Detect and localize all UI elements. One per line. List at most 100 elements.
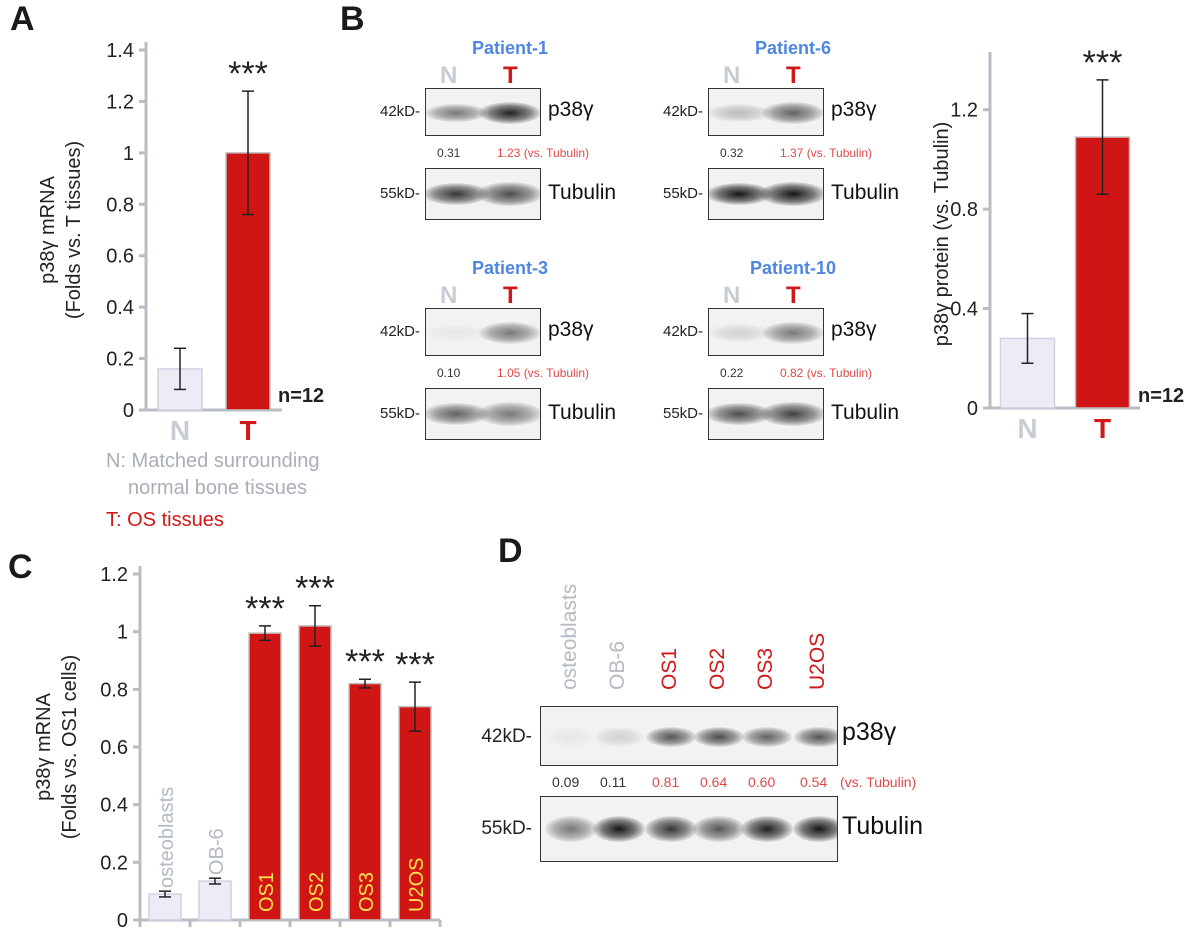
band-lane: [546, 727, 596, 747]
mw-marker-55kd: 55kD-: [481, 818, 532, 839]
y-tick-label: 1: [117, 622, 128, 644]
blot-p38: [425, 88, 541, 136]
mw-marker-42kd: 42kD-: [379, 323, 420, 340]
band-t: [760, 182, 823, 206]
quant-value-t: 0.82 (vs. Tubulin): [780, 366, 873, 380]
significance-stars: ***: [295, 570, 335, 608]
y-tick-label: 0.8: [950, 199, 978, 221]
y-tick-label: 0.6: [106, 246, 134, 268]
protein-label-tubulin: Tubulin: [842, 812, 924, 840]
panel-label-b: B: [340, 0, 365, 38]
band-lane: [742, 727, 792, 747]
y-axis-label-line: (Folds vs. T tissues): [63, 141, 85, 319]
y-tick-label: 1.4: [106, 40, 134, 62]
protein-label-tubulin: Tubulin: [831, 181, 900, 204]
lane-label-n: N: [723, 62, 741, 89]
y-tick-label: 0: [117, 910, 128, 932]
y-axis-label-line: (Folds vs. OS1 cells): [59, 655, 81, 839]
band-n: [709, 324, 770, 342]
blot-p38: [708, 308, 824, 356]
band-t: [760, 402, 823, 426]
quant-value-n: 0.32: [720, 146, 744, 160]
band-lane: [794, 727, 837, 747]
band-lane: [693, 816, 745, 842]
lane-label: OS2: [706, 647, 729, 690]
protein-label-p38: p38γ: [842, 718, 897, 746]
mw-marker-42kd: 42kD-: [379, 103, 420, 120]
quant-value-t: 1.23 (vs. Tubulin): [497, 146, 590, 160]
chart-a: 0 0.2 0.4 0.6 0.8 1 1.2 1.4 p38γ mRNA (Folds vs. …: [37, 40, 324, 446]
bar: [248, 632, 282, 921]
protein-label-tubulin: Tubulin: [548, 181, 617, 204]
bar: [1074, 136, 1131, 409]
ratio-value: 0.09: [552, 774, 580, 790]
lane-label-t: T: [786, 62, 801, 89]
y-axis-label-line: p38γ mRNA: [33, 692, 55, 800]
band-lane: [594, 727, 644, 747]
y-tick-label: 0.2: [106, 349, 134, 371]
lane-label: OS1: [658, 647, 681, 690]
band-lane: [593, 816, 645, 842]
blot-tubulin: [708, 388, 824, 440]
y-tick-label: 1: [123, 143, 134, 165]
significance-stars: ***: [228, 55, 268, 93]
band-lane: [741, 816, 793, 842]
blot-tubulin: [425, 168, 541, 220]
y-tick-label: 0.4: [106, 297, 134, 319]
ratio-value: 0.64: [700, 774, 728, 790]
x-category-label: T: [239, 415, 256, 446]
protein-label-p38: p38γ: [548, 318, 594, 341]
ratio-value: 0.81: [652, 774, 680, 790]
y-tick-label: 0: [967, 398, 978, 420]
ratio-value: 0.60: [748, 774, 776, 790]
n-annotation: n=12: [278, 385, 324, 407]
panel-label-c: C: [8, 548, 33, 586]
band-lane: [646, 727, 696, 747]
mw-marker-55kd: 55kD-: [379, 405, 420, 422]
blot-tubulin: [540, 796, 838, 862]
protein-label-p38: p38γ: [548, 98, 594, 121]
band-n: [709, 104, 770, 122]
x-category-label: OS1: [256, 872, 278, 912]
band-n: [426, 104, 487, 122]
lane-label-t: T: [786, 282, 801, 309]
lane-label-n: N: [440, 62, 458, 89]
lane-label-t: T: [503, 62, 518, 89]
lane-label-t: T: [503, 282, 518, 309]
x-category-label: T: [1094, 413, 1111, 444]
x-category-label: osteoblasts: [156, 787, 178, 888]
x-category-label: OS3: [356, 872, 378, 912]
lane-label-n: N: [723, 282, 741, 309]
x-category-label: U2OS: [406, 858, 428, 912]
patient-label: Patient-6: [754, 38, 832, 58]
y-tick-label: 0.6: [100, 737, 128, 759]
quant-value-t: 1.05 (vs. Tubulin): [497, 366, 590, 380]
y-tick-label: 0.4: [100, 795, 128, 817]
lane-label: osteoblasts: [558, 583, 581, 690]
quant-value-t: 1.37 (vs. Tubulin): [780, 146, 873, 160]
y-axis-label-line: p38γ protein (vs. Tubulin): [931, 122, 953, 347]
mw-marker-55kd: 55kD-: [662, 405, 703, 422]
legend-t-line: T: OS tissues: [106, 509, 224, 531]
band-t: [762, 322, 823, 344]
band-t: [477, 182, 540, 206]
n-annotation: n=12: [1138, 385, 1184, 407]
y-tick-label: 1.2: [950, 100, 978, 122]
ratio-value: 0.54: [800, 774, 828, 790]
bar: [298, 625, 332, 921]
y-tick-label: 0.8: [100, 679, 128, 701]
ratio-value: 0.11: [600, 774, 627, 790]
significance-stars: ***: [245, 590, 285, 628]
band-t: [479, 322, 540, 344]
lane-label-n: N: [440, 282, 458, 309]
band-n: [426, 324, 487, 342]
y-axis-label: p38γ mRNA (Folds vs. T tissues): [37, 141, 85, 319]
lane-label: OB-6: [606, 640, 629, 690]
band-n: [709, 403, 772, 425]
mw-marker-55kd: 55kD-: [379, 185, 420, 202]
x-category-label: OB-6: [206, 828, 228, 875]
patient-label: Patient-1: [471, 38, 549, 58]
panel-label-a: A: [10, 0, 35, 38]
panel-label-d: D: [498, 532, 523, 570]
